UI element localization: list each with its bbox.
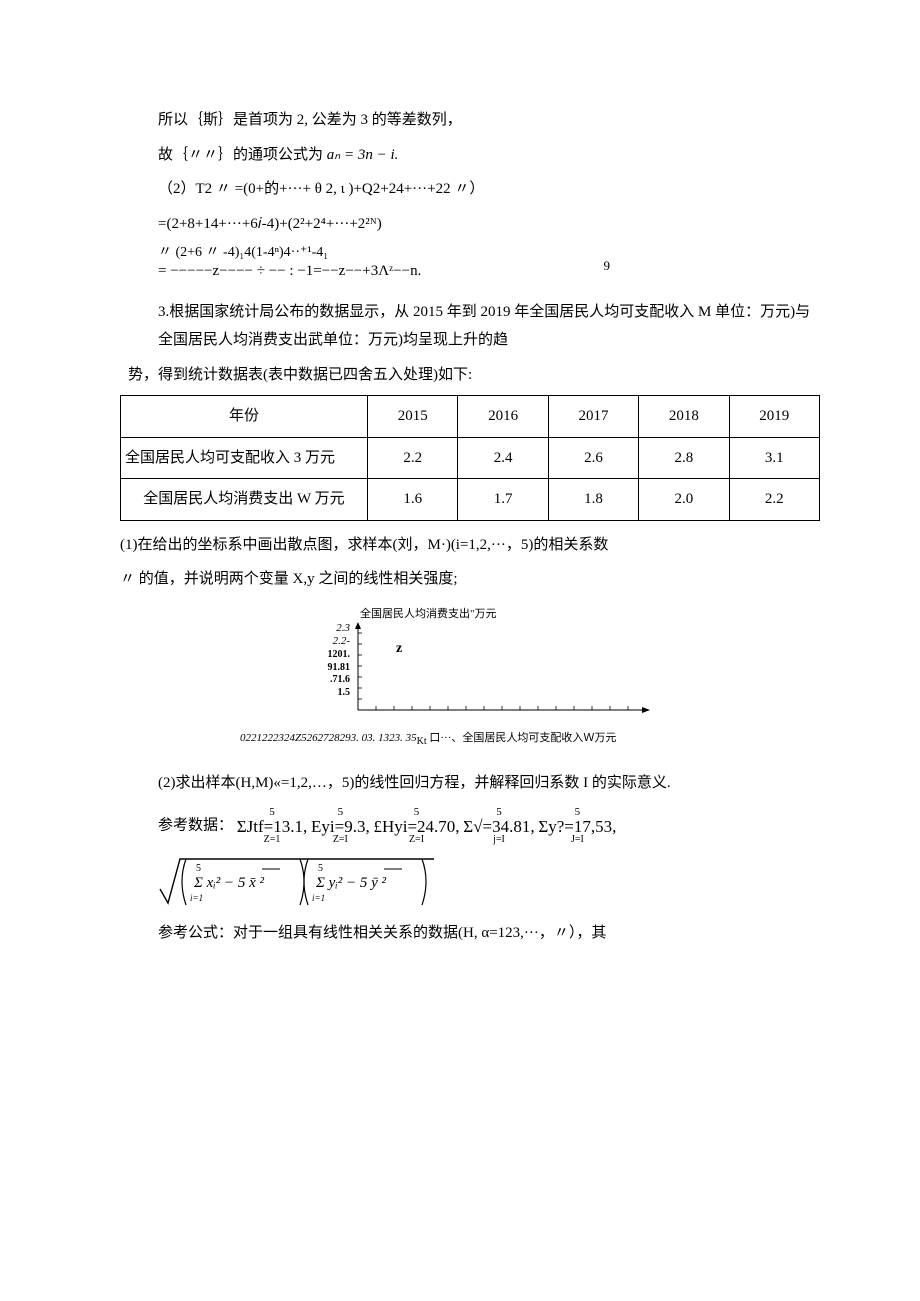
row1-c1: 2.2 [368,437,458,479]
root-svg: 5 Σ xᵢ² − 5 x̄ ² i=1 5 Σ yᵢ² − 5 ȳ ² i=1 [158,851,438,913]
row1-c3: 2.6 [548,437,638,479]
row1-c5: 3.1 [729,437,819,479]
refdata-line: 参考数据： 5ΣJtf=13.1,Z=1 5Eyi=9.3,Z=I 5£Hyi=… [120,807,820,845]
para-5-top: 〃 (2+6 〃 -4)₁4(1-4ⁿ)4··⁺¹-4₁ [158,244,820,262]
yl-5: 1.5 [310,687,350,700]
yl-2: 1201. [310,649,350,662]
root-formula: 5 Σ xᵢ² − 5 x̄ ² i=1 5 Σ yᵢ² − 5 ȳ ² i=1 [158,851,820,913]
q3-part1b: 〃 的值，并说明两个变量 X,y 之间的线性相关强度; [120,565,820,594]
chart-xline: 0221222324Z5262728293. 03. 1323. 35Kt 口·… [240,728,820,751]
yl-4: .71.6 [310,674,350,687]
para-3: （2）T2 〃 =(0+的+···+ θ 2, ι )+Q2+24+···+22… [120,175,820,204]
xline-nums: 0221222324Z5262728293. 03. 1323. 35 [240,732,417,744]
para-5-right: 9 [604,258,611,275]
th-2019: 2019 [729,396,819,438]
th-2016: 2016 [458,396,548,438]
row1-c4: 2.8 [639,437,729,479]
sigma-2: 5Eyi=9.3,Z=I [311,807,370,845]
q3-intro: 3.根据国家统计局公布的数据显示，从 2015 年到 2019 年全国居民人均可… [120,298,820,355]
sigma-4: 5Σ√=34.81,j=I [463,807,534,845]
rr-bot: i=1 [312,893,325,903]
para-1: 所以｛斯｝是首项为 2, 公差为 3 的等差数列， [120,106,820,135]
para-2-text: 故｛〃〃｝的通项公式为 [158,147,327,163]
rl-mid: Σ xᵢ² − 5 x̄ ² [193,875,264,891]
row2-c2: 1.7 [458,479,548,521]
xline-suffix: Kt [417,736,427,747]
para-4: =(2+8+14+···+6𝑖-4)+(2²+2⁴+···+2²ᴺ) [120,210,820,239]
scatter-chart: 全国居民人均消费支出"万元 2.3 2.2- 1201. 91.81 .71.6… [310,604,820,724]
yl-0: 2.3 [310,622,350,636]
xaxis-label: 口···、全国居民人均可支配收入Ｗ万元 [429,732,616,744]
axes-svg [354,622,654,717]
th-2015: 2015 [368,396,458,438]
para-2-formula: aₙ = 3n − i. [327,147,399,163]
para-5-bot: = −−−−−z−−−− ÷ −− : −1=−−z−−+3Λᶻ−−n. [158,262,820,282]
row2-c1: 1.6 [368,479,458,521]
yl-1: 2.2- [310,635,350,649]
table-row-expense: 全国居民人均消费支出 W 万元 1.6 1.7 1.8 2.0 2.2 [121,479,820,521]
yl-3: 91.81 [310,662,350,675]
th-year: 年份 [121,396,368,438]
q3-part1: (1)在给出的坐标系中画出散点图，求样本(刘，M·)(i=1,2,···，5)的… [120,531,820,560]
ref-formula-text: 参考公式：对于一组具有线性相关关系的数据(H, α=123,···，〃），其 [120,919,820,948]
q3-intro-2: 势，得到统计数据表(表中数据已四舍五入处理)如下: [120,361,820,390]
sigma-3: 5£Hyi=24.70,Z=I [373,807,459,845]
th-2017: 2017 [548,396,638,438]
chart-y-labels: 2.3 2.2- 1201. 91.81 .71.6 1.5 [310,622,350,700]
table-row-income: 全国居民人均可支配收入 3 万元 2.2 2.4 2.6 2.8 3.1 [121,437,820,479]
rr-top: 5 [318,863,323,874]
chart-axes [354,622,654,717]
row2-label: 全国居民人均消费支出 W 万元 [121,479,368,521]
para-2: 故｛〃〃｝的通项公式为 aₙ = 3n − i. [120,141,820,170]
row1-label: 全国居民人均可支配收入 3 万元 [121,437,368,479]
sigma-1: 5ΣJtf=13.1,Z=1 [237,807,307,845]
row2-c4: 2.0 [639,479,729,521]
th-2018: 2018 [639,396,729,438]
rr-mid: Σ yᵢ² − 5 ȳ ² [315,875,386,891]
para-5: 〃 (2+6 〃 -4)₁4(1-4ⁿ)4··⁺¹-4₁ = −−−−−z−−−… [120,244,820,282]
row2-c3: 1.8 [548,479,638,521]
q3-part2: (2)求出样本(H,M)«=1,2,…，5)的线性回归方程，并解释回归系数 I … [120,769,820,798]
row2-c5: 2.2 [729,479,819,521]
table-row-header: 年份 2015 2016 2017 2018 2019 [121,396,820,438]
sigma-5: 5Σy?=17,53,J=I [538,807,616,845]
refdata-label: 参考数据： [158,818,233,834]
data-table: 年份 2015 2016 2017 2018 2019 全国居民人均可支配收入 … [120,395,820,521]
rl-top: 5 [196,863,201,874]
row1-c2: 2.4 [458,437,548,479]
rl-bot: i=1 [190,893,203,903]
